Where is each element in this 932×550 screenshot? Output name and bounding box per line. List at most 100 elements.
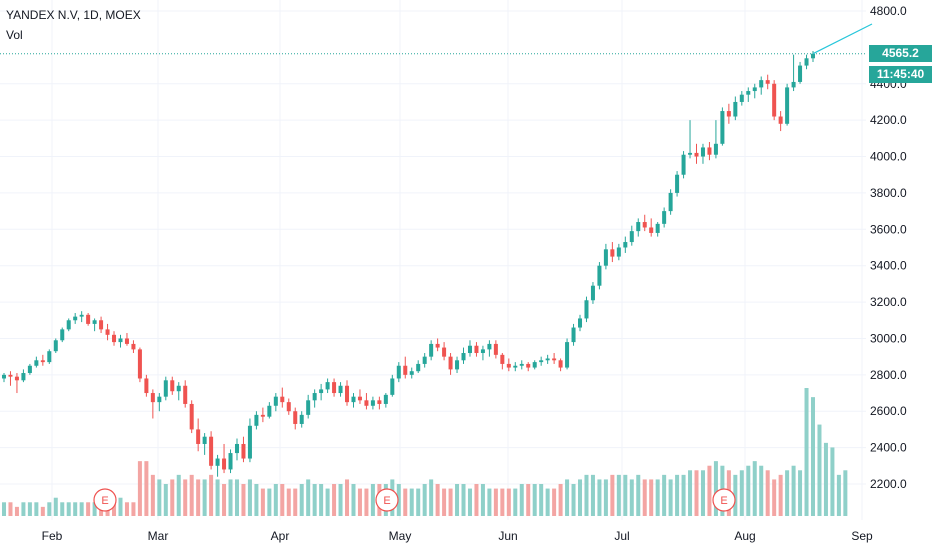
volume-bar bbox=[778, 474, 783, 516]
volume-bar bbox=[442, 488, 447, 516]
volume-bar bbox=[565, 479, 570, 516]
volume-bar bbox=[92, 502, 97, 516]
volume-bar bbox=[79, 502, 84, 516]
volume-bar bbox=[487, 488, 492, 516]
volume-bar bbox=[267, 488, 272, 516]
volume-bar bbox=[325, 488, 330, 516]
y-tick-label: 2600.0 bbox=[870, 404, 907, 418]
candle-body bbox=[34, 360, 39, 366]
candle-body bbox=[60, 329, 65, 341]
candle-body bbox=[810, 53, 816, 59]
candle-body bbox=[215, 458, 220, 466]
candle-body bbox=[642, 222, 647, 228]
candle-body bbox=[53, 340, 58, 352]
volume-bar bbox=[798, 470, 803, 516]
x-tick-label: Jun bbox=[498, 529, 517, 543]
y-tick-label: 3000.0 bbox=[870, 331, 907, 345]
volume-bar bbox=[286, 488, 291, 516]
candle-body bbox=[513, 365, 518, 368]
candle-body bbox=[752, 87, 757, 92]
candle-body bbox=[778, 116, 783, 124]
candle-body bbox=[448, 356, 453, 370]
volume-bar bbox=[429, 479, 434, 516]
candle-body bbox=[532, 362, 537, 368]
candle-body bbox=[713, 143, 718, 155]
candle-body bbox=[170, 380, 175, 392]
volume-bar bbox=[60, 502, 65, 516]
candle-body bbox=[798, 65, 803, 82]
volume-bar bbox=[280, 484, 285, 516]
volume-bar bbox=[27, 502, 32, 516]
candle-body bbox=[105, 329, 110, 335]
volume-bar bbox=[254, 484, 259, 516]
volume-bar bbox=[409, 488, 414, 516]
candle-body bbox=[163, 380, 168, 397]
volume-bar bbox=[144, 461, 149, 516]
candle-body bbox=[565, 342, 570, 368]
candle-body bbox=[545, 358, 550, 361]
overlay-layer bbox=[0, 23, 873, 55]
candle-body bbox=[273, 396, 278, 406]
candle-body bbox=[14, 376, 19, 381]
volume-bar bbox=[137, 461, 142, 516]
symbol-title: YANDEX N.V, 1D, MOEX bbox=[6, 8, 141, 22]
candle-body bbox=[791, 81, 796, 88]
candle-body bbox=[578, 318, 583, 328]
candle-body bbox=[739, 94, 744, 102]
volume-bar bbox=[823, 442, 828, 516]
candle-body bbox=[86, 314, 91, 324]
candle-body bbox=[183, 385, 188, 404]
candle-body bbox=[500, 354, 505, 364]
volume-bar bbox=[163, 484, 168, 516]
candle-body bbox=[176, 385, 181, 392]
volume-bar bbox=[597, 479, 602, 516]
volume-bar bbox=[293, 488, 298, 516]
volume-bar bbox=[675, 474, 680, 516]
candle-body bbox=[590, 285, 595, 301]
volume-bar bbox=[649, 479, 654, 516]
candle-body bbox=[254, 414, 259, 426]
candle-body bbox=[1, 374, 7, 379]
candle-body bbox=[396, 365, 401, 379]
volume-bar bbox=[785, 470, 790, 516]
x-tick-label: Sep bbox=[851, 529, 873, 543]
candle-body bbox=[707, 147, 712, 155]
candle-body bbox=[403, 365, 408, 375]
countdown-tag: 11:45:40 bbox=[869, 66, 932, 83]
volume-bar bbox=[202, 479, 207, 516]
x-tick-label: Apr bbox=[271, 529, 290, 543]
volume-bar bbox=[112, 502, 117, 516]
volume-bar bbox=[260, 488, 265, 516]
candle-body bbox=[325, 382, 330, 390]
y-tick-label: 2200.0 bbox=[870, 477, 907, 491]
x-tick-label: Jul bbox=[614, 529, 629, 543]
volume-bar bbox=[493, 488, 498, 516]
candle-body bbox=[234, 443, 239, 454]
candle-body bbox=[584, 300, 589, 319]
candle-body bbox=[47, 351, 52, 363]
candle-body bbox=[636, 222, 641, 232]
candle-body bbox=[552, 358, 557, 361]
volume-bar bbox=[526, 484, 531, 516]
volume-bar bbox=[610, 474, 615, 516]
volume-bar bbox=[817, 424, 822, 516]
candle-body bbox=[746, 91, 751, 95]
y-tick-label: 2400.0 bbox=[870, 441, 907, 455]
candle-body bbox=[649, 227, 654, 233]
volume-bar bbox=[616, 474, 621, 516]
volume-bar bbox=[196, 479, 201, 516]
volume-bar bbox=[170, 479, 175, 516]
candle-body bbox=[765, 80, 770, 84]
y-tick-label: 4000.0 bbox=[870, 150, 907, 164]
volume-bar bbox=[435, 484, 440, 516]
candle-body bbox=[222, 458, 227, 470]
volume-bar bbox=[694, 470, 699, 516]
volume-bar bbox=[40, 506, 45, 516]
earnings-marker-label: E bbox=[383, 495, 390, 507]
candle-body bbox=[668, 192, 673, 212]
candle-body bbox=[610, 249, 615, 257]
candle-body bbox=[759, 80, 764, 88]
volume-bar bbox=[455, 484, 460, 516]
